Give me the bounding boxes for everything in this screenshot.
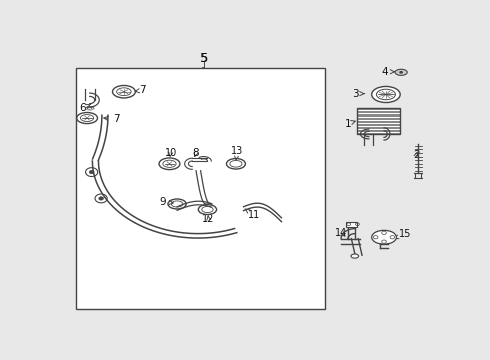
Bar [76,68,325,309]
Text: 8: 8 [193,148,199,158]
Ellipse shape [372,230,396,244]
Text: 10: 10 [165,148,177,158]
Circle shape [399,71,403,74]
Ellipse shape [395,69,407,75]
Text: 15: 15 [394,229,411,239]
Text: 5: 5 [200,52,207,65]
Text: 1: 1 [344,118,355,129]
Text: 13: 13 [231,146,243,160]
Text: 6: 6 [79,103,91,113]
Text: 12: 12 [202,214,215,224]
Text: 4: 4 [382,67,394,77]
Text: 14: 14 [335,228,347,238]
Ellipse shape [351,254,359,258]
Bar [357,108,400,134]
Text: 11: 11 [245,209,260,220]
Circle shape [99,197,103,200]
Circle shape [89,170,94,174]
Bar [346,222,358,227]
Ellipse shape [372,86,400,103]
Text: 9: 9 [160,197,173,207]
Text: 5: 5 [199,52,208,65]
Text: 7: 7 [135,85,146,95]
Text: 3: 3 [352,89,365,99]
Text: 2: 2 [413,150,419,161]
Text: 7: 7 [104,114,120,125]
